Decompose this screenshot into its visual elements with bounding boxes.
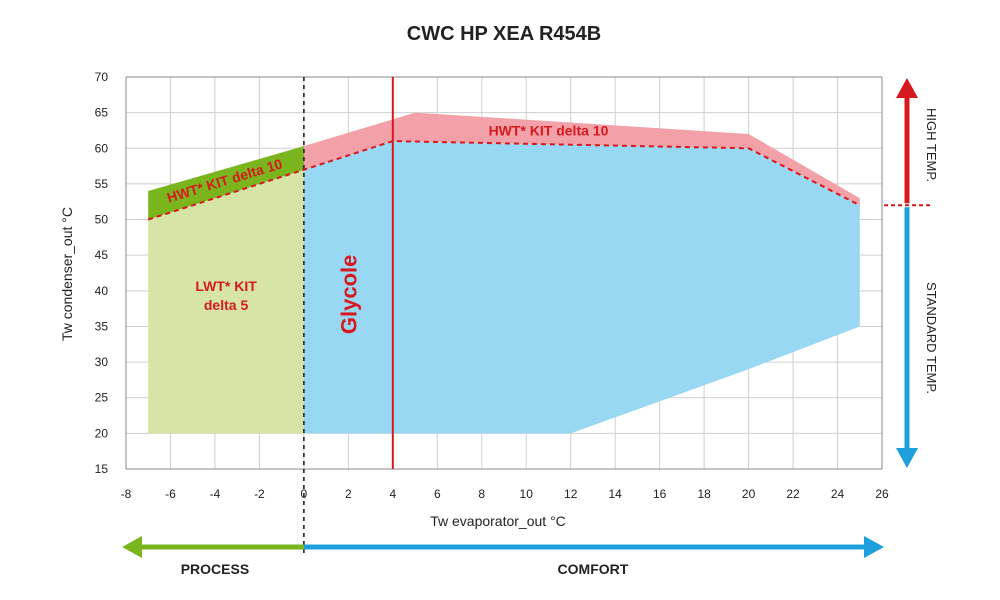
chart-title: CWC HP XEA R454B [407, 23, 602, 45]
high-temp-arrow-head [896, 78, 918, 98]
y-tick-label: 40 [95, 284, 109, 298]
x-tick-label: -6 [165, 487, 176, 501]
x-tick-label: -2 [254, 487, 265, 501]
region-lwt-kit [148, 169, 304, 434]
y-tick-label: 35 [95, 319, 109, 333]
x-tick-label: 4 [389, 487, 396, 501]
standard-temp-arrow-head [896, 448, 918, 468]
plot-border [125, 76, 883, 470]
x-tick-label: 26 [875, 487, 889, 501]
region-hwt-kit-comfort [303, 112, 860, 206]
x-tick-label: 14 [608, 487, 622, 501]
x-tick-label: 18 [697, 487, 711, 501]
lwt-label-line1: LWT* KIT [195, 278, 257, 294]
region-standard [303, 141, 860, 434]
x-tick-label: 20 [742, 487, 756, 501]
hwt-comfort-label: HWT* KIT delta 10 [489, 122, 609, 138]
comfort-arrow-head [864, 536, 884, 558]
region-hwt-kit-process [148, 146, 304, 220]
x-tick-label: 8 [478, 487, 485, 501]
comfort-label: COMFORT [558, 561, 629, 577]
process-arrow-head [122, 536, 142, 558]
y-tick-label: 70 [95, 70, 109, 84]
y-tick-label: 45 [95, 248, 109, 262]
x-axis-label: Tw evaporator_out °C [430, 513, 566, 529]
x-tick-label: 16 [653, 487, 667, 501]
y-tick-label: 25 [95, 391, 109, 405]
x-tick-label: -4 [210, 487, 221, 501]
lwt-label-line2: delta 5 [204, 297, 249, 313]
y-tick-label: 50 [95, 213, 109, 227]
process-label: PROCESS [181, 561, 249, 577]
x-tick-label: 6 [434, 487, 441, 501]
high-temp-label: HIGH TEMP. [924, 108, 939, 182]
glycol-label: Glycole [336, 255, 361, 334]
x-tick-label: 24 [831, 487, 845, 501]
x-tick-label: 12 [564, 487, 578, 501]
plot-area: -8 -6 -4 -2 0 2 4 6 8 10 12 14 16 18 20 22 24 26152025303… [95, 70, 939, 577]
x-tick-label: 10 [520, 487, 534, 501]
x-tick-label: 2 [345, 487, 352, 501]
y-tick-label: 65 [95, 106, 109, 120]
x-tick-label: 0 [301, 487, 308, 501]
y-tick-label: 15 [95, 462, 109, 476]
x-tick-label: -8 [121, 487, 132, 501]
y-tick-label: 60 [95, 141, 109, 155]
y-tick-label: 55 [95, 177, 109, 191]
standard-temp-label: STANDARD TEMP. [924, 282, 939, 394]
y-tick-label: 20 [95, 426, 109, 440]
y-tick-label: 30 [95, 355, 109, 369]
y-axis-label: Tw condenser_out °C [59, 207, 75, 341]
x-tick-label: 22 [786, 487, 800, 501]
